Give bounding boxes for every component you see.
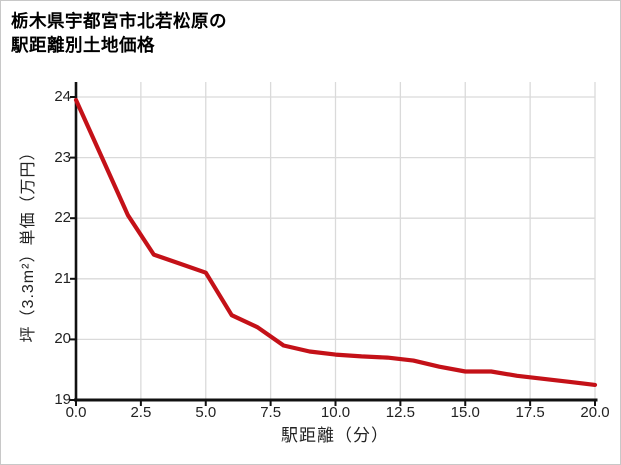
x-tick-label: 7.5	[260, 404, 282, 421]
y-axis-label: 坪（3.3m²）単価（万円）	[20, 143, 37, 343]
x-tick-label: 0.0	[65, 404, 87, 421]
chart-title-line2: 駅距離別土地価格	[11, 35, 155, 55]
chart-title-line1: 栃木県宇都宮市北若松原の	[11, 11, 227, 31]
x-tick-label: 15.0	[450, 404, 480, 421]
y-tick-label: 21	[54, 269, 71, 287]
x-tick-label: 12.5	[385, 404, 415, 421]
x-tick-label: 17.5	[515, 404, 545, 421]
x-tick-label: 20.0	[580, 404, 610, 421]
chart-title: 栃木県宇都宮市北若松原の 駅距離別土地価格	[11, 9, 227, 57]
y-tick-label: 22	[54, 209, 71, 227]
y-tick-label: 23	[54, 148, 71, 166]
y-tick-label: 24	[54, 88, 71, 105]
x-tick-label: 5.0	[195, 404, 217, 421]
x-tick-label: 10.0	[320, 404, 351, 421]
x-tick-label: 2.5	[130, 404, 152, 421]
y-tick-label: 20	[54, 330, 71, 348]
price-line-series	[73, 97, 598, 387]
y-tick-label: 19	[54, 391, 71, 408]
x-axis-label: 駅距離（分）	[281, 426, 389, 445]
